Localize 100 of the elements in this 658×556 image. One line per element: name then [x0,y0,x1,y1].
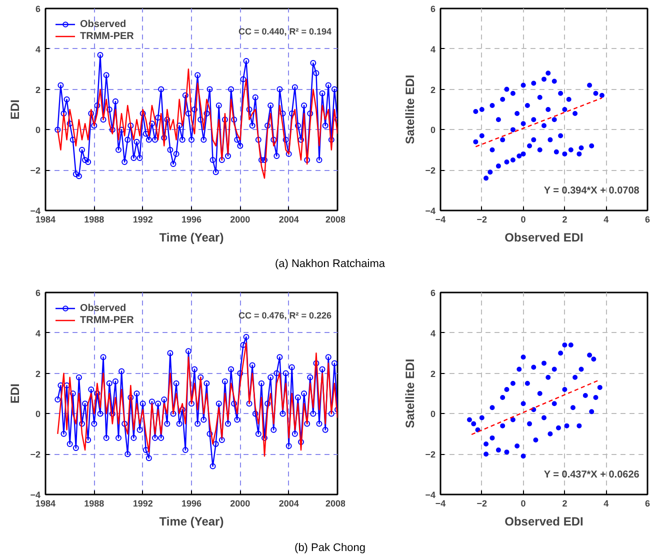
point [542,123,546,128]
x-axis-title: Observed EDI [504,230,584,244]
point [552,78,557,84]
y-tick-label: −4 [425,206,436,216]
point [546,374,551,380]
point [514,111,520,116]
x-tick-label: 1996 [181,214,202,224]
x-tick-label: −2 [476,498,488,508]
y-tick-label: 4 [430,44,436,54]
point [520,82,526,88]
y-tick-label: −4 [30,206,41,216]
point [479,415,484,420]
x-tick-label: 0 [520,214,526,224]
point [490,147,495,152]
point [587,82,592,88]
point [542,415,546,420]
x-tick-label: 1988 [84,214,104,224]
point [516,153,522,158]
point [500,423,506,428]
point [556,425,561,430]
line-series [57,342,338,457]
point [514,444,520,449]
point [572,374,578,380]
x-tick-label: 6 [644,214,650,224]
point [488,170,493,175]
point [589,143,594,148]
point [520,121,526,126]
point [496,117,501,122]
x-tick-label: 2008 [325,498,346,508]
point [578,366,584,372]
point [527,143,532,148]
point [597,384,602,390]
x-tick-label: 6 [644,498,650,508]
point [490,435,495,440]
point [582,393,588,398]
point [591,356,596,362]
y-tick-label: 0 [430,125,436,136]
point [484,452,489,457]
point [533,437,538,442]
point [537,391,542,396]
x-tick-label: 1988 [84,498,104,508]
x-tick-label: 2004 [278,498,299,508]
point [552,117,557,122]
x-tick-label: 1984 [35,498,56,508]
point [500,96,506,102]
annotation: CC = 0.476, R² = 0.226 [238,310,332,320]
x-tick-label: 4 [604,214,609,224]
point [524,102,530,108]
point [516,366,522,372]
point [479,133,484,138]
point [558,133,564,138]
x-tick-label: 2000 [230,214,250,224]
point [496,164,501,169]
x-tick-label: 2008 [325,214,346,224]
point [554,149,559,154]
point [496,448,501,453]
y-tick-label: 0 [35,409,41,420]
y-tick-label: −2 [425,450,436,460]
point [562,107,568,112]
point [568,342,574,348]
point [587,352,592,358]
point [589,409,594,414]
y-tick-label: 4 [430,328,436,338]
x-tick-label: 2 [562,214,568,224]
point [558,90,564,96]
point [572,111,578,116]
point [527,421,532,426]
point [510,158,516,162]
text: (b) Pak Chong [294,541,366,556]
point [504,160,510,165]
y-tick-label: 4 [35,44,41,54]
x-tick-label: 1984 [35,214,56,224]
y-tick-label: 2 [430,368,436,379]
y-tick-label: 6 [35,4,41,14]
point [537,147,542,152]
y-tick-label: 2 [35,368,41,379]
y-tick-label: 6 [430,4,436,14]
point [500,395,506,400]
x-tick-label: 2004 [278,214,299,224]
point [542,360,546,366]
point [473,109,478,114]
x-tick-label: 0 [520,498,526,508]
point [473,139,478,144]
x-axis-title: Time (Year) [159,514,224,528]
y-tick-label: 2 [35,84,41,95]
point [548,137,553,142]
point [576,423,582,428]
point [520,354,526,360]
annotation: Y = 0.437*X + 0.0626 [544,470,640,480]
y-tick-label: −2 [30,166,41,176]
x-axis-title: Observed EDI [504,514,584,528]
y-tick-label: 0 [430,409,436,420]
point [520,401,526,406]
point [490,405,495,410]
point [531,117,536,122]
x-tick-label: −2 [476,214,488,224]
y-axis-title: EDI [8,99,22,120]
point [471,421,476,426]
y-tick-label: −4 [30,490,41,500]
legend-label: Observed [80,18,126,30]
